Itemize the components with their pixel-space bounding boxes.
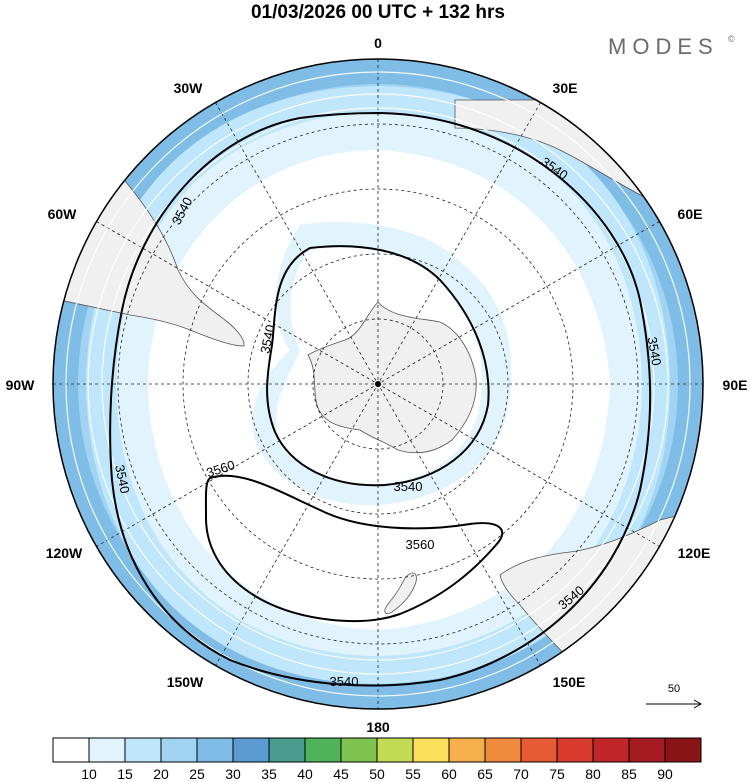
colorbar-tick-label: 85 [621,766,637,782]
colorbar-tick-label: 65 [477,766,493,782]
colorbar-swatch [484,737,522,763]
colorbar: 10 15 20 25 30 35 40 45 50 55 60 65 70 75 80 85 90 [52,737,702,782]
colorbar-swatch [160,737,198,763]
colorbar-tick-label: 50 [369,766,385,782]
map-border [52,58,704,710]
lon-label-180: 180 [366,719,390,735]
colorbar-swatch [376,737,414,763]
contour-label: 3540 [257,323,278,354]
colorbar-tick-label: 10 [81,766,97,782]
brand-logo: MODES [608,34,719,59]
colorbar-tick-label: 60 [441,766,457,782]
wind-streamlines [65,71,691,697]
colorbar-swatch [232,737,270,763]
colorbar-tick-label: 75 [549,766,565,782]
lon-label-60w: 60W [48,206,78,222]
colorbar-tick-label: 20 [153,766,169,782]
colorbar-swatch [520,737,558,763]
lon-label-120w: 120W [46,545,83,561]
brand-mark-icon: © [728,34,735,44]
lon-label-60e: 60E [678,206,703,222]
new-zealand-land [384,572,417,614]
lon-label-150e: 150E [553,674,586,690]
colorbar-tick-label: 35 [261,766,277,782]
colorbar-tick-label: 15 [117,766,133,782]
reference-vector: 50 [646,683,703,709]
colorbar-tick-label: 30 [225,766,241,782]
contour-3560 [204,474,504,622]
lon-label-150w: 150W [167,674,204,690]
lon-label-90e: 90E [723,377,748,393]
contour-3540-outer [109,111,652,687]
lon-label-0: 0 [374,35,382,51]
map-title: 01/03/2026 00 UTC + 132 hrs [251,2,505,23]
colorbar-tick-label: 90 [657,766,673,782]
colorbar-swatch [196,737,234,763]
colorbar-swatch [412,737,450,763]
antarctica-land [307,301,477,454]
lon-label-30e: 30E [553,80,578,96]
colorbar-swatch [628,737,666,763]
colorbar-swatch [52,737,90,763]
contour-3540-inner [266,245,490,487]
contour-label: 3540 [112,463,133,494]
longitude-labels: 0 30E 60E 90E 120E 150E 180 150W 120W 90… [6,35,748,735]
arrow-right-icon [693,699,703,709]
colorbar-swatch [268,737,306,763]
colorbar-tick-label: 70 [513,766,529,782]
colorbar-tick-label: 45 [333,766,349,782]
colorbar-tick-label: 40 [297,766,313,782]
reference-vector-label: 50 [668,683,680,695]
colorbar-swatch [88,737,126,763]
colorbar-swatch [592,737,630,763]
colorbar-tick-label: 55 [405,766,421,782]
colorbar-swatch [664,737,702,763]
contour-label: 3540 [330,674,359,689]
pole-marker [375,381,381,387]
colorbar-swatch [340,737,378,763]
lon-label-120e: 120E [678,545,711,561]
colorbar-tick-label: 25 [189,766,205,782]
lon-label-90w: 90W [6,377,36,393]
contour-label: 3540 [645,336,665,367]
contour-label: 3540 [394,479,423,494]
colorbar-swatch [448,737,486,763]
contour-label: 3560 [406,537,435,552]
colorbar-tick-label: 80 [585,766,601,782]
colorbar-swatch [124,737,162,763]
lon-label-30w: 30W [174,80,204,96]
colorbar-swatch [556,737,594,763]
colorbar-swatch [304,737,342,763]
